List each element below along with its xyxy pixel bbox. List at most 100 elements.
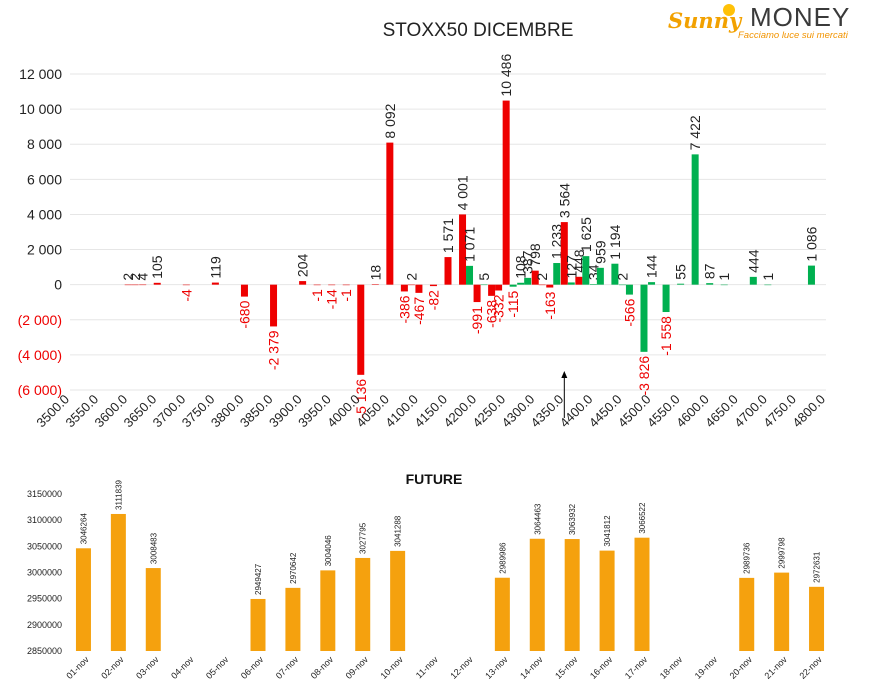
- x-tick-label: 07-nov: [274, 654, 301, 681]
- y-tick-label: 3000000: [27, 568, 62, 578]
- bar: [640, 284, 648, 352]
- data-label: -5 136: [353, 379, 369, 419]
- data-label: 2: [127, 273, 143, 281]
- bar: [582, 256, 590, 285]
- bar: [764, 284, 772, 286]
- bar: [524, 277, 532, 285]
- bar: [509, 284, 517, 287]
- bar: [517, 282, 525, 285]
- bar: [131, 284, 139, 286]
- x-tick-label: 14-nov: [518, 654, 545, 681]
- bar: [357, 284, 365, 375]
- y-tick-label: 3100000: [27, 515, 62, 525]
- data-label: 18: [367, 265, 383, 281]
- bar: [567, 282, 575, 285]
- y-tick-label: 2850000: [27, 646, 62, 656]
- data-label: 3046264: [79, 513, 88, 545]
- data-label: -14: [324, 289, 340, 309]
- bar: [634, 537, 650, 651]
- data-label: 1 233: [549, 224, 565, 259]
- data-label: 3041812: [603, 515, 612, 547]
- logo-tagline: Facciamo luce sui mercati: [738, 30, 848, 41]
- data-label: -638: [484, 300, 500, 328]
- y-tick-label: 8 000: [27, 136, 62, 152]
- bar: [625, 284, 633, 295]
- data-label: 2989986: [498, 542, 507, 574]
- y-tick-label: 2950000: [27, 594, 62, 604]
- bar: [328, 284, 336, 286]
- data-label: 204: [295, 254, 311, 278]
- x-tick-label: 08-nov: [309, 654, 336, 681]
- future-volume-chart: FUTURE 3150000 3100000 3050000 3000000 295000…: [27, 471, 824, 681]
- bar: [589, 284, 597, 285]
- data-label: 1 625: [578, 217, 594, 252]
- x-tick-label: 03-nov: [134, 654, 161, 681]
- bar: [575, 276, 583, 285]
- data-label: 3063932: [568, 503, 577, 535]
- x-tick-label: 19-nov: [693, 654, 720, 681]
- data-label: -566: [621, 298, 637, 326]
- bar: [553, 263, 561, 285]
- bar: [546, 284, 554, 288]
- data-label: 959: [592, 240, 608, 264]
- bar: [429, 284, 437, 287]
- chart-title: FUTURE: [406, 471, 463, 487]
- bar: [495, 284, 503, 291]
- data-label: 2949427: [254, 563, 263, 595]
- bar: [807, 265, 815, 285]
- data-label: -386: [396, 295, 412, 323]
- y-tick-label: 6 000: [27, 171, 62, 187]
- bar: [466, 265, 474, 285]
- data-label: -2 379: [266, 330, 282, 370]
- data-label: 127: [563, 255, 579, 279]
- data-label: -4: [178, 289, 194, 302]
- bar: [110, 513, 126, 651]
- data-label: 55: [673, 264, 689, 280]
- bar: [488, 284, 496, 296]
- x-tick-label: 12-nov: [448, 654, 475, 681]
- data-label: 2999798: [778, 537, 787, 569]
- data-label: 387: [520, 250, 536, 274]
- data-label: 105: [149, 255, 165, 279]
- bar: [139, 284, 147, 286]
- data-label: -332: [491, 294, 507, 322]
- bar: [749, 276, 757, 285]
- x-tick-label: 15-nov: [553, 654, 580, 681]
- arrow-head: [561, 371, 568, 378]
- data-label: 3004046: [324, 535, 333, 567]
- bar: [706, 283, 714, 285]
- x-tick-label: 09-nov: [344, 654, 371, 681]
- data-label: 2: [534, 273, 550, 281]
- data-label: -3 826: [636, 356, 652, 396]
- data-label: 3027795: [359, 522, 368, 554]
- data-label: -1 558: [658, 316, 674, 356]
- y-tick-label: 2 000: [27, 242, 62, 258]
- data-label: 119: [207, 256, 223, 279]
- x-tick-label: 10-nov: [379, 654, 406, 681]
- y-tick-label: 0: [54, 277, 62, 293]
- bar: [240, 284, 248, 297]
- data-label: 108: [513, 255, 529, 279]
- bar: [739, 577, 755, 651]
- data-label: 2989736: [743, 542, 752, 574]
- data-label: 87: [702, 263, 718, 279]
- x-tick-label: 13-nov: [483, 654, 510, 681]
- bar: [480, 284, 488, 286]
- data-label: -991: [469, 306, 485, 334]
- y-tick-label: 10 000: [19, 101, 62, 117]
- bar: [502, 100, 510, 285]
- bar: [386, 142, 394, 285]
- y-tick-label: (2 000): [18, 312, 62, 328]
- data-label: -163: [542, 291, 558, 319]
- data-label: 8 092: [382, 103, 398, 138]
- sun-icon: [723, 4, 735, 16]
- bar: [538, 284, 546, 286]
- x-tick-label: 21-nov: [763, 654, 790, 681]
- x-tick-label: 06-nov: [239, 654, 266, 681]
- bar: [342, 284, 350, 286]
- bar: [124, 284, 132, 286]
- bar: [355, 557, 371, 651]
- y-tick-label: 3150000: [27, 489, 62, 499]
- x-tick-label: 20-nov: [728, 654, 755, 681]
